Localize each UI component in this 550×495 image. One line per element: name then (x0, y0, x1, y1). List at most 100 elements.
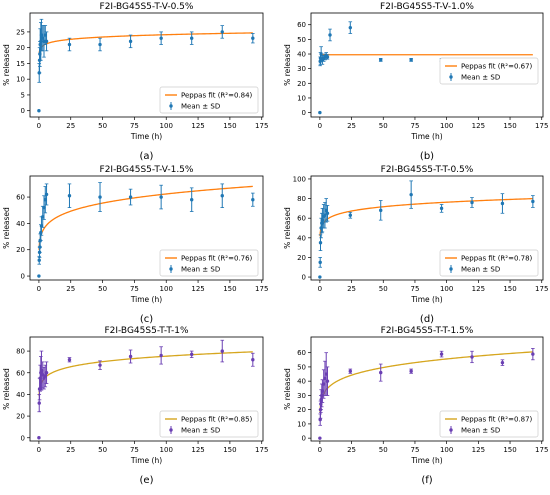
legend-point-label: Mean ± SD (181, 427, 220, 435)
data-point (220, 194, 224, 198)
x-tick-label: 0 (318, 446, 322, 454)
y-tick-label: 40 (16, 220, 25, 228)
legend: Peppas fit (R²=0.76) Mean ± SD (159, 249, 259, 277)
data-point (470, 200, 474, 205)
legend-fit-label: Peppas fit (R²=0.78) (461, 255, 533, 263)
x-tick-label: 125 (191, 285, 204, 293)
data-point (409, 192, 413, 197)
y-tick-label: 0 (302, 109, 306, 117)
x-tick-label: 125 (472, 446, 485, 454)
x-tick-label: 50 (98, 122, 107, 130)
panel-sublabel: (e) (140, 475, 154, 486)
data-point (98, 42, 102, 47)
y-tick-label: 0 (21, 434, 25, 442)
data-point (67, 42, 72, 47)
x-tick-label: 125 (472, 122, 485, 130)
y-axis-label: % released (283, 368, 292, 410)
y-tick-label: 80 (297, 195, 306, 203)
x-tick-label: 175 (255, 122, 268, 130)
data-point (325, 379, 330, 383)
data-point (128, 39, 133, 44)
x-tick-label: 25 (66, 285, 75, 293)
y-axis-label: % released (2, 368, 11, 410)
x-tick-label: 100 (440, 446, 453, 454)
y-tick-label: 20 (16, 44, 25, 52)
x-tick-label: 150 (503, 285, 516, 293)
chart-panel: F2I-BG45S5-T-T-1% 0 25 50 75 100 125 150 175 0 20 4… (2, 326, 268, 486)
y-axis-label: % released (2, 207, 11, 249)
data-point (348, 213, 353, 217)
x-axis-label: Time (h) (130, 295, 162, 304)
x-axis-label: Time (h) (130, 132, 162, 141)
data-point (318, 417, 322, 422)
x-tick-label: 50 (379, 122, 388, 130)
x-tick-label: 150 (503, 446, 516, 454)
y-tick-label: 60 (297, 21, 306, 29)
y-tick-label: 80 (16, 348, 25, 356)
y-tick-label: 40 (297, 234, 306, 242)
x-tick-label: 100 (160, 122, 173, 130)
data-point (409, 58, 413, 62)
x-tick-label: 75 (130, 446, 139, 454)
x-tick-label: 150 (223, 446, 236, 454)
legend: Peppas fit (R²=0.87) Mean ± SD (439, 410, 539, 438)
x-tick-label: 75 (410, 122, 419, 130)
x-tick-label: 25 (347, 285, 356, 293)
data-point (318, 241, 323, 245)
y-tick-label: 30 (297, 65, 306, 73)
x-tick-label: 100 (160, 285, 173, 293)
chart-title: F2I-BG45S5-T-T-1.5% (381, 326, 474, 336)
legend-point-label: Mean ± SD (461, 266, 500, 274)
y-tick-label: 60 (16, 194, 25, 202)
x-tick-label: 125 (472, 285, 485, 293)
y-tick-label: 20 (16, 246, 25, 254)
x-tick-label: 175 (535, 122, 548, 130)
chart-title: F2I-BG45S5-T-T-0.5% (381, 165, 474, 175)
data-point (44, 192, 49, 197)
data-point (531, 199, 535, 204)
y-tick-label: 50 (297, 363, 306, 371)
legend-fit-label: Peppas fit (R²=0.76) (181, 255, 253, 263)
data-point (128, 354, 133, 359)
chart-panel: F2I-BG45S5-T-V-1.5% 0 25 50 75 100 125 150 175 0 2… (2, 165, 268, 325)
x-tick-label: 175 (535, 285, 548, 293)
data-point (328, 33, 332, 37)
x-axis-label: Time (h) (410, 456, 442, 465)
data-point (325, 55, 330, 59)
data-point (189, 197, 194, 202)
data-point (319, 52, 323, 56)
data-point (189, 36, 194, 40)
data-point (251, 36, 255, 40)
chart-title: F2I-BG45S5-T-V-1.5% (100, 165, 194, 175)
x-tick-label: 0 (318, 122, 322, 130)
x-tick-label: 50 (98, 285, 107, 293)
y-axis-label: % released (283, 207, 292, 249)
x-tick-label: 25 (66, 122, 75, 130)
y-tick-label: 25 (16, 28, 25, 36)
x-tick-label: 50 (379, 285, 388, 293)
x-tick-label: 75 (410, 285, 419, 293)
y-tick-label: 0 (302, 435, 306, 443)
legend-box (439, 249, 539, 277)
x-tick-label: 100 (160, 446, 173, 454)
y-tick-label: 40 (16, 391, 25, 399)
x-axis-label: Time (h) (410, 132, 442, 141)
legend: Peppas fit (R²=0.67) Mean ± SD (439, 57, 539, 85)
y-tick-label: 0 (21, 107, 25, 115)
y-axis-label: % released (2, 44, 11, 86)
legend-fit-label: Peppas fit (R²=0.85) (181, 416, 253, 424)
y-tick-label: 10 (297, 94, 306, 102)
data-point (318, 436, 322, 440)
x-tick-label: 75 (130, 285, 139, 293)
data-point (67, 194, 72, 198)
data-point (318, 260, 322, 265)
data-point (98, 363, 102, 367)
x-tick-label: 175 (535, 446, 548, 454)
data-point (220, 30, 224, 34)
data-point (379, 208, 383, 213)
data-point (67, 358, 72, 362)
data-point (37, 258, 41, 262)
data-point (128, 195, 133, 199)
x-tick-label: 75 (410, 446, 419, 454)
